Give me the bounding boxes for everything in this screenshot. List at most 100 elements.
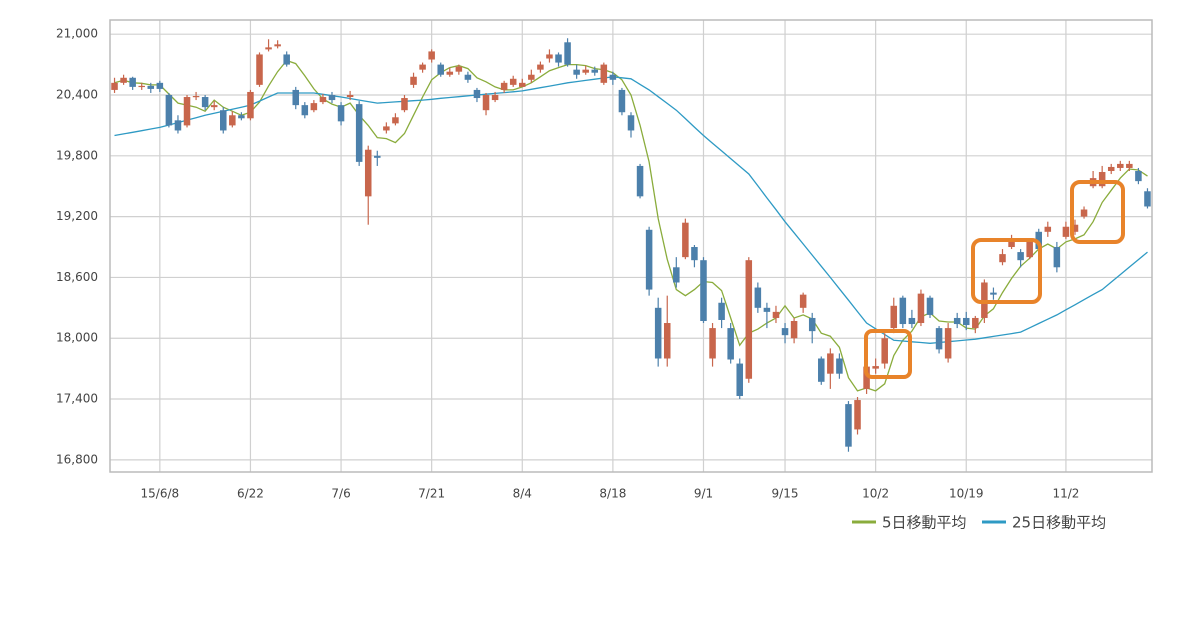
candle-body [663, 323, 671, 359]
candle-body [129, 77, 136, 87]
candle-body [709, 328, 716, 359]
candle-body [1008, 241, 1015, 248]
candle-body [999, 254, 1006, 263]
candle-body [953, 317, 961, 325]
candle-body [1035, 231, 1043, 250]
candle-body [392, 117, 399, 124]
candle-body [1053, 247, 1061, 268]
candle-body [654, 307, 662, 359]
candle-body [890, 305, 898, 329]
candle-body [636, 165, 644, 197]
x-tick-label: 8/4 [513, 487, 532, 501]
candle-body [609, 74, 617, 80]
candle-body [627, 115, 635, 131]
marks [111, 38, 1151, 452]
candle-body [962, 317, 970, 326]
candle-body [337, 105, 345, 122]
candle-body [310, 103, 318, 111]
candle-body [845, 404, 852, 447]
candle-body [573, 69, 580, 75]
candle-body [183, 97, 191, 126]
candle-body [836, 358, 843, 374]
candle-body [437, 64, 444, 75]
candle-body [908, 317, 916, 325]
candle-body [772, 311, 780, 318]
y-tick-label: 16,800 [56, 452, 98, 466]
y-tick-label: 20,400 [56, 87, 98, 101]
x-tick-label: 6/22 [237, 487, 264, 501]
candle-body [600, 64, 608, 83]
candle-body [328, 94, 336, 101]
x-tick-label: 7/6 [331, 487, 350, 501]
candle-body [319, 97, 327, 103]
candle-body [419, 64, 426, 70]
x-tick-label: 15/6/8 [141, 487, 180, 501]
candle-body [1098, 172, 1106, 187]
candle-body [1026, 241, 1033, 258]
candle-body [727, 328, 734, 360]
candle-body [138, 85, 145, 88]
candle-body [238, 115, 245, 119]
legend-label: 5日移動平均 [882, 514, 967, 532]
candle-body [111, 82, 118, 90]
candle-body [274, 44, 281, 47]
candle-body [374, 155, 381, 158]
candle-body [763, 307, 771, 312]
candle-body [799, 294, 807, 308]
candle-body [1080, 209, 1088, 217]
candle-body [383, 126, 390, 131]
x-tick-label: 9/15 [772, 487, 799, 501]
candle-body [1144, 191, 1151, 207]
plot-frame [109, 19, 1153, 473]
y-tick-label: 19,800 [56, 148, 98, 162]
candle-body [210, 105, 218, 108]
candle-body [745, 260, 753, 379]
candle-body [174, 120, 182, 131]
candle-body [292, 89, 300, 106]
highlight-box [971, 238, 1042, 304]
candle-body [990, 292, 997, 295]
candle-body [754, 287, 762, 308]
candle-body [301, 105, 309, 116]
candle-body [229, 115, 236, 126]
candle-body [528, 74, 535, 80]
candle-body [618, 89, 626, 113]
candle-body [1062, 226, 1070, 237]
legend-label: 25日移動平均 [1012, 514, 1106, 532]
y-tick-label: 19,200 [56, 209, 98, 223]
highlight-box [864, 329, 912, 379]
grid: 16,800 17,400 18,000 18,600 19,200 19,800 20,4… [56, 20, 1152, 501]
y-tick-label: 17,400 [56, 392, 98, 406]
moving-average-line [114, 59, 1148, 392]
candle-body [473, 89, 481, 99]
highlight-boxes [864, 180, 1125, 379]
candle-body [446, 71, 454, 75]
candle-body [201, 97, 209, 108]
candle-body [1017, 252, 1024, 261]
candle-body [165, 94, 173, 126]
candle-body [718, 302, 725, 320]
candle-body [192, 96, 200, 98]
candle-body [682, 222, 689, 258]
candle-body [899, 297, 907, 325]
candle-body [410, 76, 417, 85]
candle-body [808, 317, 816, 332]
candle-body [428, 51, 435, 60]
candle-body [881, 338, 888, 364]
x-tick-label: 11/2 [1052, 487, 1079, 501]
candle-body [972, 317, 979, 329]
candle-body [1107, 166, 1115, 172]
candle-body [564, 42, 571, 65]
candle-body [827, 353, 834, 374]
candle-body [147, 85, 155, 89]
candle-body [219, 110, 227, 131]
y-tick-label: 18,600 [56, 270, 98, 284]
candle-body [1044, 226, 1052, 232]
moving-average-line [114, 76, 1148, 344]
highlight-box [1070, 180, 1125, 244]
candle-body [491, 94, 499, 101]
candle-body [691, 247, 698, 261]
candle-body [1117, 163, 1124, 168]
